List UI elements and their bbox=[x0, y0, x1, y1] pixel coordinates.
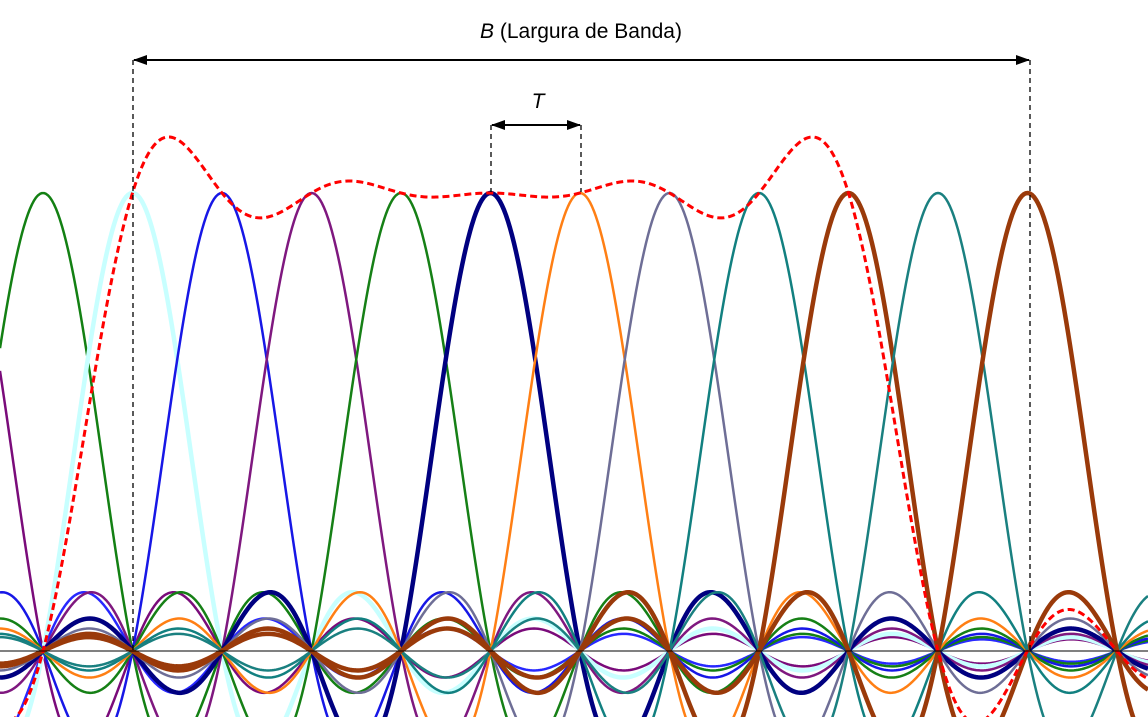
sinc-pulse-13 bbox=[0, 191, 1148, 717]
bandwidth-label: B (Largura de Banda) bbox=[480, 20, 682, 43]
sinc-pulse-6 bbox=[0, 191, 1148, 717]
sinc-pulse-14 bbox=[0, 190, 1136, 717]
sinc-pulse-9 bbox=[0, 191, 1148, 717]
sinc-pulse-7 bbox=[0, 191, 1148, 717]
sinc-pulse-12 bbox=[0, 190, 1148, 717]
spacing-label: T bbox=[532, 90, 547, 113]
sinc-pulse-11 bbox=[0, 191, 1148, 717]
bandwidth-text: (Largura de Banda) bbox=[494, 20, 682, 43]
envelope-sum-curve bbox=[13, 135, 1148, 717]
sinc-pulses bbox=[0, 190, 1148, 717]
bandwidth-symbol: B bbox=[480, 20, 494, 43]
sinc-pulse-10 bbox=[0, 191, 1148, 717]
sinc-pulse-8 bbox=[0, 190, 1148, 717]
